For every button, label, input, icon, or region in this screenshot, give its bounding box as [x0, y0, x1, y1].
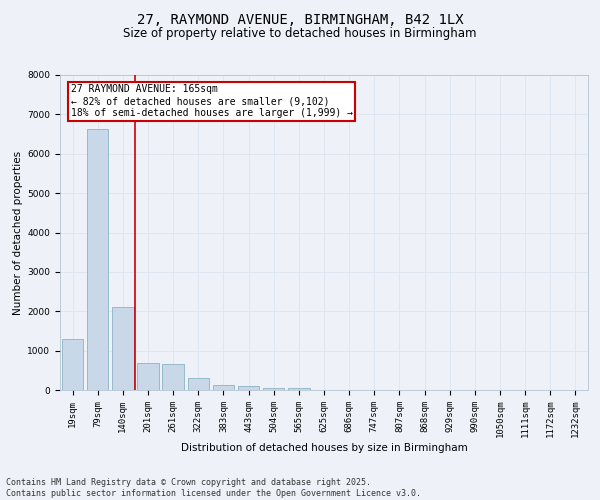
Bar [188, 378, 209, 390]
Text: 27 RAYMOND AVENUE: 165sqm
← 82% of detached houses are smaller (9,102)
18% of se: 27 RAYMOND AVENUE: 165sqm ← 82% of detac… [71, 84, 353, 117]
Bar [163, 364, 184, 390]
Bar [87, 130, 109, 390]
Bar [213, 385, 234, 390]
Bar [62, 339, 83, 390]
Text: Size of property relative to detached houses in Birmingham: Size of property relative to detached ho… [123, 28, 477, 40]
Bar [288, 388, 310, 390]
Bar [263, 388, 284, 390]
X-axis label: Distribution of detached houses by size in Birmingham: Distribution of detached houses by size … [181, 443, 467, 453]
Text: 27, RAYMOND AVENUE, BIRMINGHAM, B42 1LX: 27, RAYMOND AVENUE, BIRMINGHAM, B42 1LX [137, 12, 463, 26]
Y-axis label: Number of detached properties: Number of detached properties [13, 150, 23, 314]
Bar [112, 308, 134, 390]
Bar [137, 363, 158, 390]
Text: Contains HM Land Registry data © Crown copyright and database right 2025.
Contai: Contains HM Land Registry data © Crown c… [6, 478, 421, 498]
Bar [238, 386, 259, 390]
